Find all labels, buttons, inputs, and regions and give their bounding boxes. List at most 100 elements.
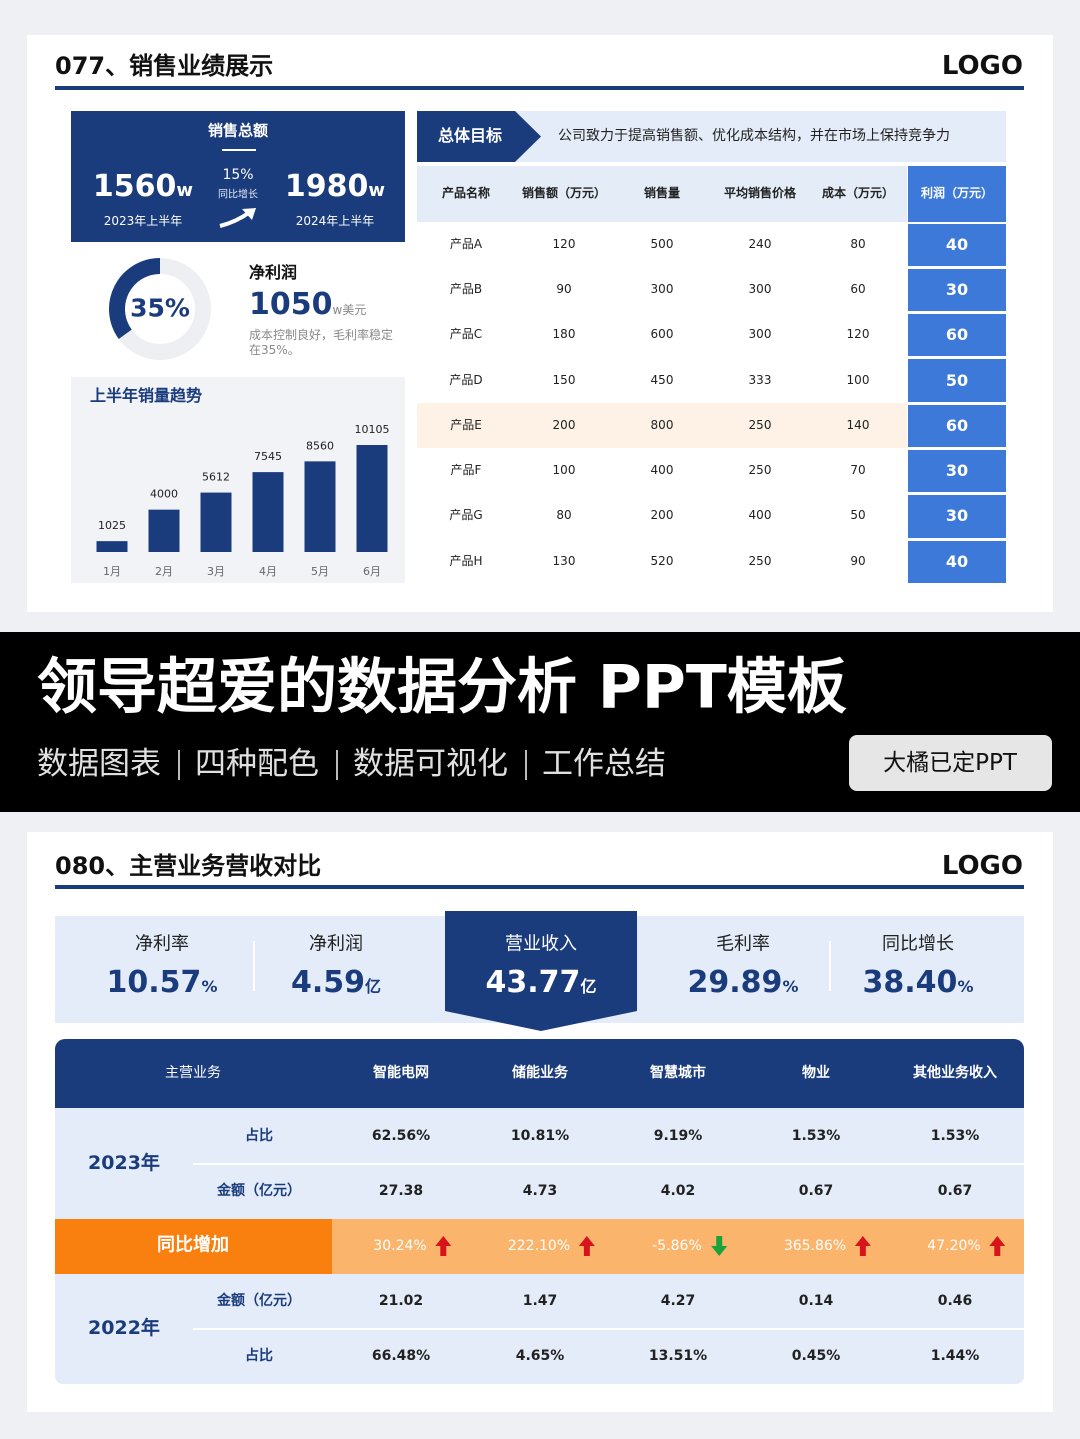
arrow-up — [579, 1236, 596, 1256]
bar — [96, 541, 128, 552]
growth-cell: 365.86% — [784, 1235, 872, 1257]
goal-chevron — [417, 111, 541, 162]
growth-label: 同比增加 — [157, 1234, 229, 1256]
profit-value: 40 — [945, 551, 969, 571]
table-cell: 240 — [748, 236, 772, 251]
kpi-label: 净利率 — [135, 933, 189, 955]
bar — [200, 492, 232, 552]
table-cell: 120 — [846, 327, 870, 342]
growth-label: 同比增长 — [218, 189, 258, 201]
growth-value: -5.86% — [652, 1237, 702, 1254]
banner-tag: 数据可视化 — [353, 746, 508, 783]
amount: 1560w — [93, 169, 194, 205]
slide-title: 080、主营业务营收对比 — [55, 852, 322, 881]
table-cell: 70 — [850, 463, 866, 478]
x-tick-label: 6月 — [363, 565, 381, 578]
table-cell: 150 — [552, 372, 576, 387]
arrow-shape — [435, 1236, 452, 1256]
row-divider — [193, 1328, 1024, 1330]
kpi-highlight-shape — [445, 911, 637, 1031]
bar-label: 8560 — [306, 439, 334, 452]
table-cell: 产品H — [449, 553, 483, 568]
kpi-label: 同比增长 — [882, 933, 954, 955]
kpi-number: 29.89 — [687, 964, 783, 1000]
table-cell: 400 — [650, 463, 674, 478]
kpi-number: 38.40 — [862, 964, 958, 1000]
growth-cell: 30.24% — [373, 1235, 452, 1257]
profit-value: 50 — [945, 370, 969, 390]
table-cell: 0.46 — [937, 1292, 973, 1309]
column-header: 销售量 — [643, 186, 681, 201]
column-header: 销售额（万元） — [521, 186, 607, 201]
ring-label: 35% — [130, 293, 190, 323]
table-cell: 300 — [748, 281, 772, 296]
kpi-value: 43.77亿 — [485, 964, 597, 1001]
kpi-separator — [253, 941, 255, 991]
table-cell: 27.38 — [378, 1182, 424, 1199]
table-cell: 450 — [650, 372, 674, 387]
trend-chart: 1025 1月 4000 2月 5612 3月 7545 4月 8560 5月 10105 6月 — [96, 423, 390, 578]
kpi-label: 营业收入 — [505, 933, 577, 955]
growth-cell: 47.20% — [927, 1235, 1006, 1257]
table-cell: 800 — [650, 417, 674, 432]
profit-value: 30 — [945, 279, 969, 299]
table-cell: 180 — [552, 327, 576, 342]
table-cell: 0.67 — [937, 1182, 973, 1199]
column-header: 智能电网 — [373, 1064, 429, 1081]
table-cell: 0.67 — [798, 1182, 834, 1199]
growth-value: 365.86% — [783, 1237, 847, 1254]
row-highlight — [417, 403, 907, 449]
arrow-shape — [855, 1236, 872, 1256]
table-cell: 66.48% — [371, 1347, 431, 1364]
ring-arc — [109, 258, 161, 339]
table-cell: 1.47 — [522, 1292, 558, 1309]
period: 2023年上半年 — [103, 214, 183, 229]
table-cell: 250 — [748, 463, 772, 478]
column-header: 智慧城市 — [650, 1064, 706, 1081]
kpi-value: 10.57% — [107, 965, 218, 1001]
period: 2024年上半年 — [295, 214, 375, 229]
arrow-stroke — [219, 210, 252, 228]
table-cell: 90 — [850, 553, 866, 568]
arrow-up — [989, 1236, 1006, 1256]
table-cell: 4.02 — [660, 1182, 696, 1199]
table-cell: 产品C — [449, 327, 483, 342]
margin-ring — [109, 258, 211, 360]
table-cell: 120 — [552, 236, 576, 251]
table-cell: 产品B — [449, 281, 483, 296]
table-cell: 250 — [748, 417, 772, 432]
kpi-label: 净利润 — [309, 933, 363, 955]
row-label: 占比 — [245, 1347, 273, 1364]
table-cell: 600 — [650, 327, 674, 342]
table-cell: 500 — [650, 236, 674, 251]
bar-label: 1025 — [98, 519, 126, 532]
growth-label-bg — [55, 1219, 332, 1274]
table-cell: 产品D — [449, 372, 483, 387]
profit-cell — [908, 495, 1006, 538]
arrow-shape — [579, 1236, 596, 1256]
banner-button[interactable] — [849, 735, 1052, 791]
table-cell: 80 — [556, 508, 572, 523]
table-cell: 62.56% — [371, 1127, 431, 1144]
net-profit: 1050w美元 — [249, 287, 366, 323]
growth-cell: 222.10% — [508, 1235, 596, 1257]
net-profit-label: 净利润 — [249, 262, 298, 282]
table-cell: 产品A — [449, 236, 483, 251]
kpi-number: 43.77 — [485, 964, 581, 1000]
table-cell: 300 — [650, 281, 674, 296]
growth-row-bg — [332, 1219, 1024, 1274]
kpi-value: 29.89% — [687, 964, 799, 1001]
growth-value: 47.20% — [927, 1237, 981, 1254]
tag-separator — [178, 750, 180, 780]
amount-unit: w — [176, 179, 194, 201]
table-cell: 333 — [748, 372, 772, 387]
slide-title: 077、销售业绩展示 — [55, 52, 274, 81]
tag-separator — [336, 750, 338, 780]
growth-arrow-icon — [219, 208, 256, 228]
note: 成本控制良好，毛利率稳定在35%。 — [249, 328, 394, 357]
kpi-number: 4.59 — [290, 964, 366, 1000]
tag-separator — [525, 750, 527, 780]
table-cell: 200 — [552, 417, 576, 432]
chevron — [417, 111, 541, 162]
kpi-unit: % — [201, 976, 218, 996]
